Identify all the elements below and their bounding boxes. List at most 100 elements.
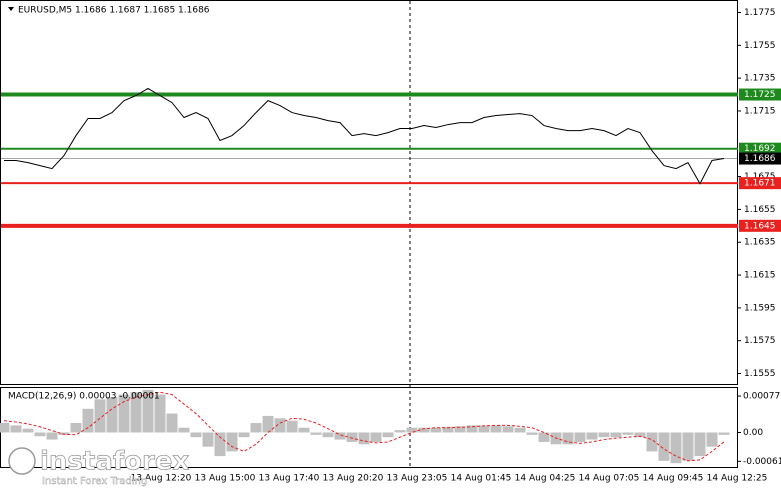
macd-bar (358, 432, 370, 445)
macd-bar (538, 432, 550, 442)
level-label-box (739, 219, 781, 232)
macd-bar (346, 432, 358, 442)
brand: instaforex (40, 447, 190, 477)
macd-bar (562, 432, 574, 445)
x-tick-label: 14 Aug 01:45 (451, 474, 512, 484)
macd-bar (106, 396, 118, 433)
level-label: 1.1686 (744, 154, 776, 164)
macd-bar (658, 432, 670, 461)
macd-bar (706, 432, 718, 447)
macd-bar (226, 432, 238, 452)
macd-bar (34, 432, 46, 437)
macd-bar (190, 432, 202, 438)
macd-bar (670, 432, 682, 464)
macd-bar (598, 432, 610, 438)
y-tick-label: -0.00061 (743, 457, 781, 467)
macd-bar (178, 427, 190, 433)
watermark: instaforex Instant Forex Trading (8, 446, 190, 487)
level-label-box (739, 177, 781, 190)
macd-bar (466, 425, 478, 433)
logo-icon (8, 447, 36, 475)
tagline: Instant Forex Trading (42, 476, 147, 487)
macd-bar (70, 423, 82, 433)
macd-bar (22, 428, 34, 433)
y-tick-label: 1.1595 (744, 303, 776, 313)
x-tick-label: 14 Aug 09:45 (643, 474, 704, 484)
y-tick-label: 0.00077 (743, 392, 780, 402)
macd-bar (682, 432, 694, 461)
level-label-box (739, 152, 781, 165)
macd-bar (526, 432, 538, 435)
macd-title: MACD(12,26,9) 0.00003 -0.00001 (8, 392, 160, 402)
macd-bar (298, 427, 310, 433)
x-tick-label: 13 Aug 17:40 (259, 474, 320, 484)
y-tick-label: 0.00 (743, 428, 763, 438)
macd-bar (718, 432, 730, 435)
y-tick-label: 1.1755 (744, 41, 776, 51)
y-tick-label: 1.1635 (744, 238, 776, 248)
macd-bar (694, 432, 706, 457)
level-label: 1.1671 (744, 179, 776, 189)
macd-bar (310, 432, 322, 435)
level-label-box (739, 88, 781, 101)
macd-bar (586, 432, 598, 440)
macd-bar (214, 432, 226, 457)
chart-title: EURUSD,M5 1.1686 1.1687 1.1685 1.1686 (18, 6, 210, 16)
macd-bar (574, 432, 586, 442)
level-label: 1.1692 (744, 144, 776, 154)
x-tick-label: 13 Aug 12:20 (131, 474, 192, 484)
macd-bar (238, 432, 250, 438)
macd-bar (274, 418, 286, 433)
macd-bar (478, 425, 490, 433)
y-tick-label: 1.1735 (744, 74, 776, 84)
menu-arrow (8, 7, 14, 11)
price-line (4, 87, 725, 185)
macd-bar (82, 408, 94, 433)
macd-bar (646, 432, 658, 452)
y-tick-label: 1.1655 (744, 205, 776, 215)
macd-bar (10, 425, 22, 433)
macd-bar (130, 392, 142, 433)
plot-layer: 1.1775 1.1755 1.1735 1.1715 1.1675 1.1655 1.16… (0, 8, 781, 484)
signal-line (3, 391, 725, 462)
macd-bar (442, 426, 454, 433)
price-panel (0, 0, 738, 385)
macd-bar (370, 432, 382, 442)
x-tick-label: 14 Aug 04:25 (515, 474, 576, 484)
macd-bar (142, 389, 154, 433)
y-tick-label: 1.1575 (744, 336, 776, 346)
macd-bar (418, 427, 430, 433)
macd-bar (622, 432, 634, 435)
macd-bar (514, 427, 526, 433)
x-tick-label: 14 Aug 12:25 (707, 474, 768, 484)
macd-bar (202, 432, 214, 447)
x-tick-label: 14 Aug 07:05 (579, 474, 640, 484)
y-tick-label: 1.1675 (744, 172, 776, 182)
y-tick-label: 1.1715 (744, 106, 776, 116)
macd-bar (46, 432, 58, 440)
macd-bar (430, 427, 442, 433)
macd-bar (382, 432, 394, 438)
level-label: 1.1725 (744, 90, 776, 100)
macd-bar (118, 394, 130, 433)
macd-bar (394, 430, 406, 433)
y-tick-label: 1.1555 (744, 369, 776, 379)
macd-bar (166, 413, 178, 433)
macd-bar (58, 432, 70, 435)
macd-bar (262, 415, 274, 433)
macd-bar (250, 423, 262, 433)
x-tick-label: 13 Aug 20:20 (323, 474, 384, 484)
macd-bar (490, 425, 502, 433)
y-tick-label: 1.1615 (744, 271, 776, 281)
macd-bar (634, 432, 646, 438)
x-tick-label: 13 Aug 23:05 (387, 474, 448, 484)
macd-bar (286, 420, 298, 433)
macd-bar (454, 426, 466, 433)
x-tick-label: 13 Aug 15:00 (195, 474, 256, 484)
macd-bar (0, 423, 10, 433)
macd-bar (94, 399, 106, 433)
macd-bar (334, 432, 346, 440)
macd-bar (322, 432, 334, 438)
macd-bar (406, 427, 418, 433)
